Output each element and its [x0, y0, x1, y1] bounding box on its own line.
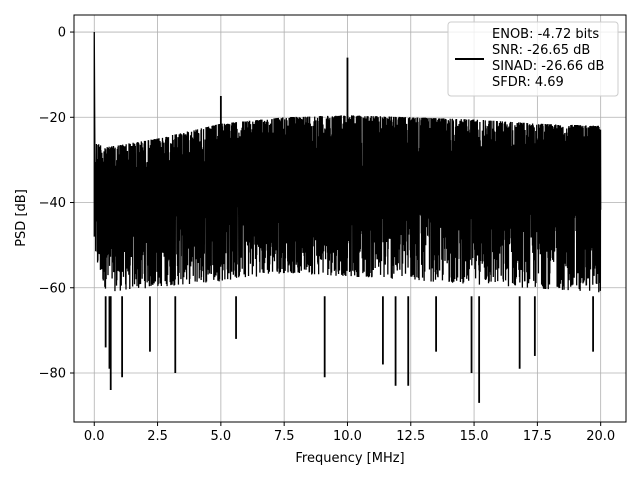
legend-enob: ENOB: -4.72 bits	[492, 27, 599, 42]
legend-sinad: SINAD: -26.66 dB	[492, 59, 604, 74]
legend-snr: SNR: -26.65 dB	[492, 43, 590, 58]
y-axis-label: PSD [dB]	[14, 189, 29, 247]
legend: ENOB: -4.72 bits SNR: -26.65 dB SINAD: -…	[447, 21, 619, 97]
plot-area	[93, 32, 602, 403]
x-axis-label: Frequency [MHz]	[295, 451, 404, 466]
x-tick-label: 2.5	[147, 429, 168, 444]
y-tick-label: −80	[39, 366, 66, 381]
x-axis-ticks: 0.0 2.5 5.0 7.5 10.0 12.5 15.0 17.5 20.0	[84, 422, 615, 444]
x-tick-label: 5.0	[211, 429, 232, 444]
axes-frame	[73, 14, 627, 423]
x-tick-label: 10.0	[333, 429, 362, 444]
x-tick-label: 7.5	[274, 429, 295, 444]
x-tick-label: 0.0	[84, 429, 105, 444]
legend-sfdr: SFDR: 4.69	[492, 75, 564, 90]
y-tick-label: −40	[39, 196, 66, 211]
x-tick-label: 15.0	[460, 429, 489, 444]
y-tick-label: −60	[39, 281, 66, 296]
x-tick-label: 17.5	[523, 429, 552, 444]
y-tick-label: 0	[58, 26, 66, 41]
legend-box	[447, 21, 619, 97]
y-tick-label: −20	[39, 111, 66, 126]
y-axis-ticks: 0 −20 −40 −60 −80	[39, 26, 74, 381]
x-tick-label: 12.5	[396, 429, 425, 444]
psd-trace	[93, 32, 602, 293]
x-tick-label: 20.0	[586, 429, 615, 444]
